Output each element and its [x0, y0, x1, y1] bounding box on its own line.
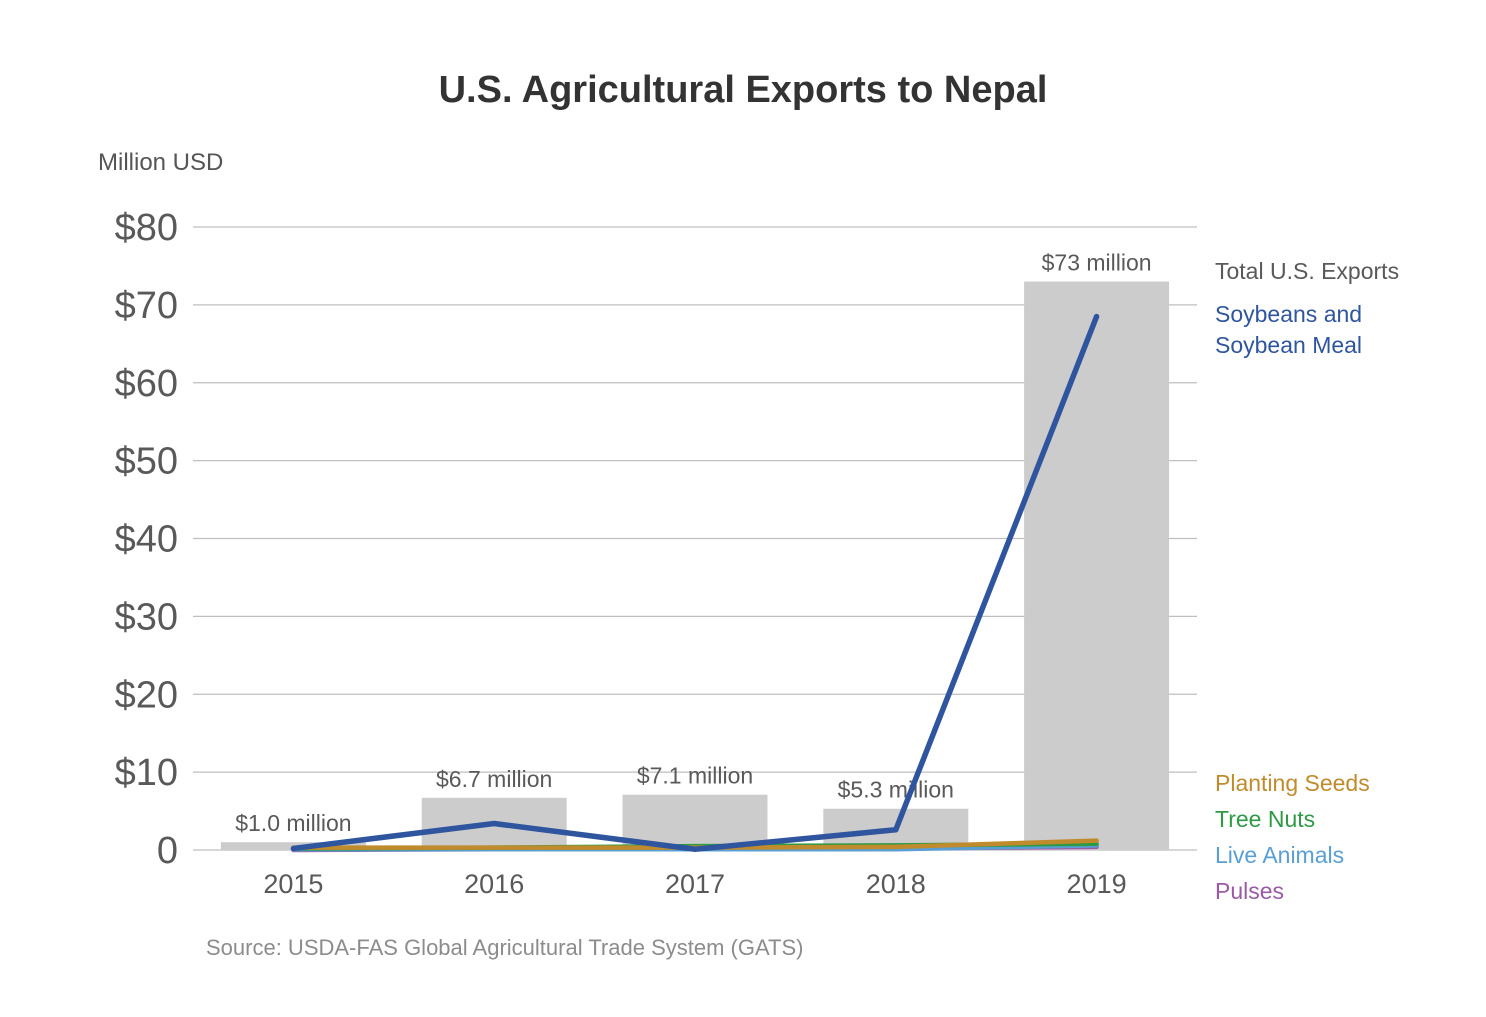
y-tick-label: $70 — [115, 285, 178, 327]
y-tick-label: $50 — [115, 441, 178, 483]
x-tick-label: 2017 — [665, 869, 725, 899]
y-tick-label: 0 — [157, 830, 178, 872]
bars — [220, 281, 1170, 850]
legend-entry: Live Animals — [1215, 842, 1344, 868]
bar-data-label: $6.7 million — [436, 766, 552, 792]
x-tick-label: 2015 — [263, 869, 323, 899]
legend-entry: Pulses — [1215, 878, 1284, 904]
x-tick-label: 2018 — [866, 869, 926, 899]
x-axis-ticks: 2015 2016 2017 2018 2019 — [263, 869, 1126, 899]
bar-data-label: $5.3 million — [838, 777, 954, 803]
legend-entry-line: Soybean Meal — [1215, 332, 1362, 358]
legend-entry: Tree Nuts — [1215, 806, 1315, 832]
y-axis-label: Million USD — [98, 149, 223, 176]
legend-entry: Soybeans and Soybean Meal — [1215, 301, 1362, 358]
y-tick-label: $20 — [115, 674, 178, 716]
source-note: Source: USDA-FAS Global Agricultural Tra… — [206, 935, 803, 960]
bar-data-label: $1.0 million — [235, 810, 351, 836]
y-tick-label: $30 — [115, 596, 178, 638]
series-lines — [290, 313, 1100, 853]
series-line-soybeans-and-soybean-meal — [290, 313, 1100, 852]
bar-data-labels: $1.0 million $6.7 million $7.1 million $5.3… — [235, 250, 1151, 837]
y-tick-label: $40 — [115, 519, 178, 561]
bar-data-label: $7.1 million — [637, 763, 753, 789]
gridlines — [193, 226, 1197, 851]
legend-entry: Planting Seeds — [1215, 770, 1370, 796]
chart-title: U.S. Agricultural Exports to Nepal — [439, 69, 1048, 111]
y-tick-label: $10 — [115, 752, 178, 794]
x-tick-label: 2019 — [1067, 869, 1127, 899]
legend-entry: Total U.S. Exports — [1215, 258, 1399, 284]
y-tick-label: $80 — [115, 207, 178, 249]
legend: Total U.S. Exports Soybeans and Soybean Me… — [1215, 258, 1399, 904]
bar-data-label: $73 million — [1042, 250, 1152, 276]
y-tick-label: $60 — [115, 363, 178, 405]
legend-entry-line: Soybeans and — [1215, 301, 1362, 327]
x-tick-label: 2016 — [464, 869, 524, 899]
y-axis-ticks: 0 $10 $20 $30 $40 $50 $60 $70 $80 — [115, 207, 178, 872]
bar-2019 — [1024, 281, 1170, 850]
